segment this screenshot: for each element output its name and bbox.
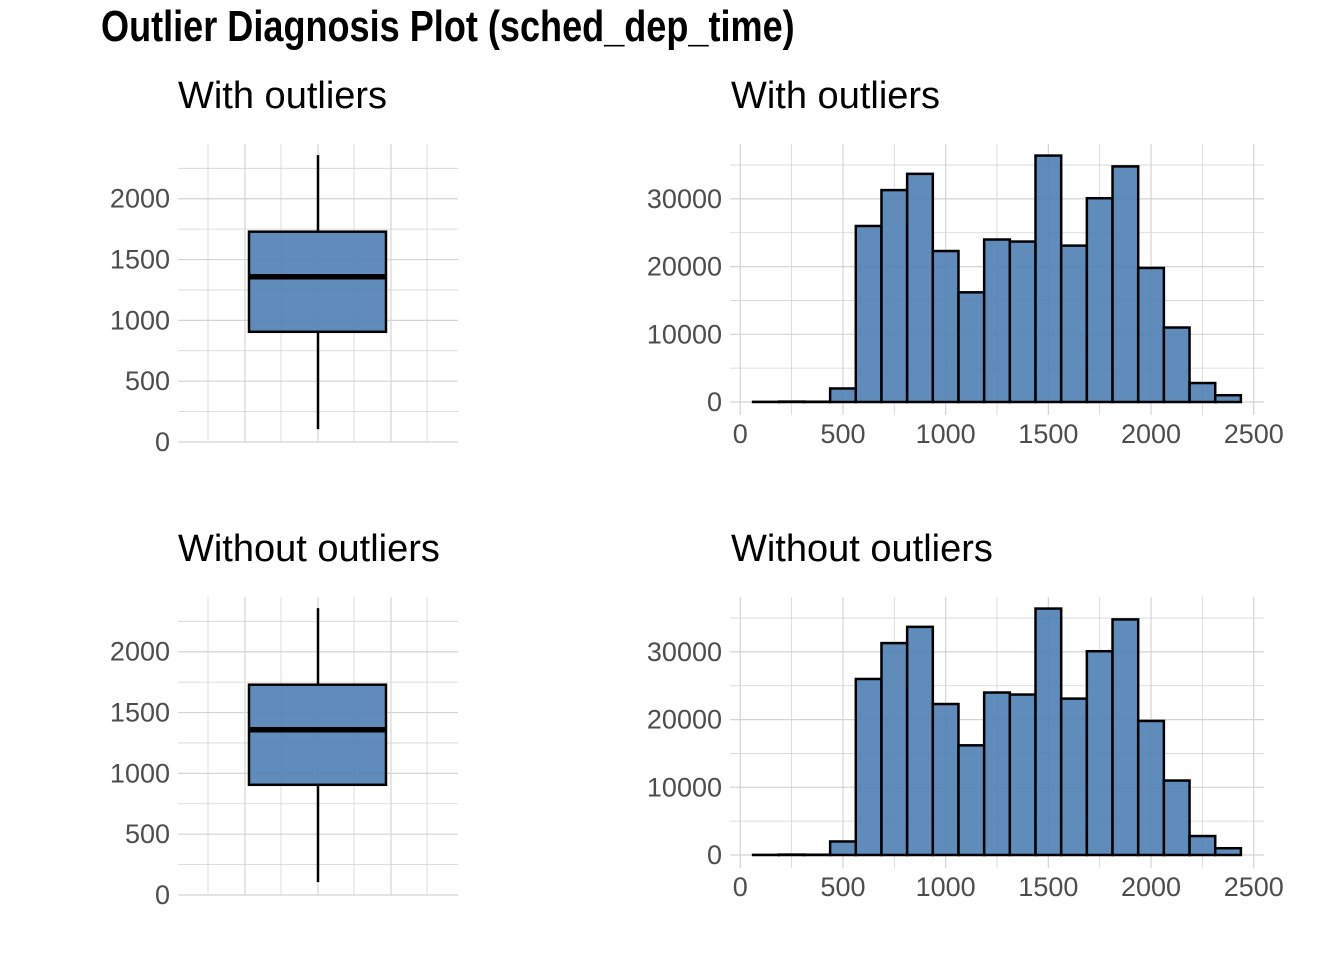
histogram-bar xyxy=(828,387,858,404)
histogram-bar xyxy=(1059,244,1089,404)
histogram-bar xyxy=(905,625,935,857)
x-tick-label: 500 xyxy=(820,419,865,449)
y-tick-label: 1000 xyxy=(110,758,170,788)
iqr-box xyxy=(247,230,388,334)
panel-title: With outliers xyxy=(731,75,940,117)
iqr-box xyxy=(247,683,388,787)
histogram-bar xyxy=(957,744,986,857)
y-tick-label: 0 xyxy=(155,880,170,910)
x-tick-label: 2500 xyxy=(1224,419,1284,449)
histogram-bar xyxy=(828,840,858,857)
y-tick-label: 10000 xyxy=(647,772,722,802)
histogram-bar xyxy=(982,238,1012,404)
boxplot-panel-1: 0 500 1000 1500 2000 With outliers xyxy=(110,75,458,457)
histogram-bar xyxy=(1008,240,1037,404)
panel-title: With outliers xyxy=(178,75,387,117)
y-tick-label: 2000 xyxy=(110,184,170,214)
histogram-bar xyxy=(1188,381,1217,404)
y-tick-label: 2000 xyxy=(110,637,170,667)
histogram-bar xyxy=(1136,719,1166,857)
x-tick-label: 0 xyxy=(733,419,748,449)
histogram-bar xyxy=(1136,266,1166,404)
histogram-bar xyxy=(1085,196,1114,404)
histogram-bar xyxy=(1059,697,1089,857)
histogram-bar xyxy=(1034,154,1063,404)
histogram-bars xyxy=(751,607,1243,857)
x-tick-label: 2500 xyxy=(1224,872,1284,902)
y-tick-label: 20000 xyxy=(647,252,722,282)
histogram-bar xyxy=(982,691,1012,857)
histogram-bar xyxy=(905,172,935,404)
histogram-panel-4: 0 10000 20000 30000 0 500 1000 1500 2000 2500 With… xyxy=(647,528,1284,902)
histogram-bar xyxy=(957,291,986,404)
y-tick-label: 1500 xyxy=(110,698,170,728)
y-tick-label: 500 xyxy=(125,366,170,396)
y-tick-label: 20000 xyxy=(647,705,722,735)
x-tick-label: 1500 xyxy=(1018,872,1078,902)
y-tick-label: 0 xyxy=(707,840,722,870)
histogram-bar xyxy=(1162,326,1191,404)
y-tick-label: 0 xyxy=(155,427,170,457)
histogram-bar xyxy=(1111,165,1140,404)
histogram-bar xyxy=(931,249,960,404)
histogram-bar xyxy=(1085,649,1114,857)
y-tick-label: 30000 xyxy=(647,637,722,667)
histogram-bar xyxy=(1213,846,1243,857)
histogram-bar xyxy=(880,188,909,404)
y-tick-label: 1500 xyxy=(110,245,170,275)
figure-title: Outlier Diagnosis Plot (sched_dep_time) xyxy=(101,2,795,51)
panel-title: Without outliers xyxy=(731,528,993,570)
histogram-bar xyxy=(1111,618,1140,857)
y-tick-label: 1000 xyxy=(110,305,170,335)
x-tick-label: 1000 xyxy=(916,872,976,902)
boxplot-panel-3: 0 500 1000 1500 2000 Without outliers xyxy=(110,528,458,910)
x-tick-label: 2000 xyxy=(1121,872,1181,902)
y-tick-label: 30000 xyxy=(647,184,722,214)
y-tick-label: 500 xyxy=(125,819,170,849)
y-tick-label: 0 xyxy=(707,387,722,417)
y-tick-label: 10000 xyxy=(647,319,722,349)
histogram-bar xyxy=(1034,607,1063,857)
histogram-bar xyxy=(854,224,883,404)
histogram-panel-2: 0 10000 20000 30000 0 500 1000 1500 2000 2500 With… xyxy=(647,75,1284,449)
x-tick-label: 1000 xyxy=(916,419,976,449)
histogram-bar xyxy=(880,641,909,857)
panel-title: Without outliers xyxy=(178,528,440,570)
x-tick-label: 0 xyxy=(733,872,748,902)
histogram-bar xyxy=(854,677,883,857)
histogram-bar xyxy=(1008,693,1037,857)
histogram-bar xyxy=(1162,779,1191,857)
histogram-bars xyxy=(751,154,1243,404)
histogram-bar xyxy=(931,702,960,857)
histogram-bar xyxy=(1213,393,1243,404)
x-tick-label: 1500 xyxy=(1018,419,1078,449)
x-tick-label: 500 xyxy=(820,872,865,902)
histogram-bar xyxy=(1188,834,1217,857)
x-tick-label: 2000 xyxy=(1121,419,1181,449)
